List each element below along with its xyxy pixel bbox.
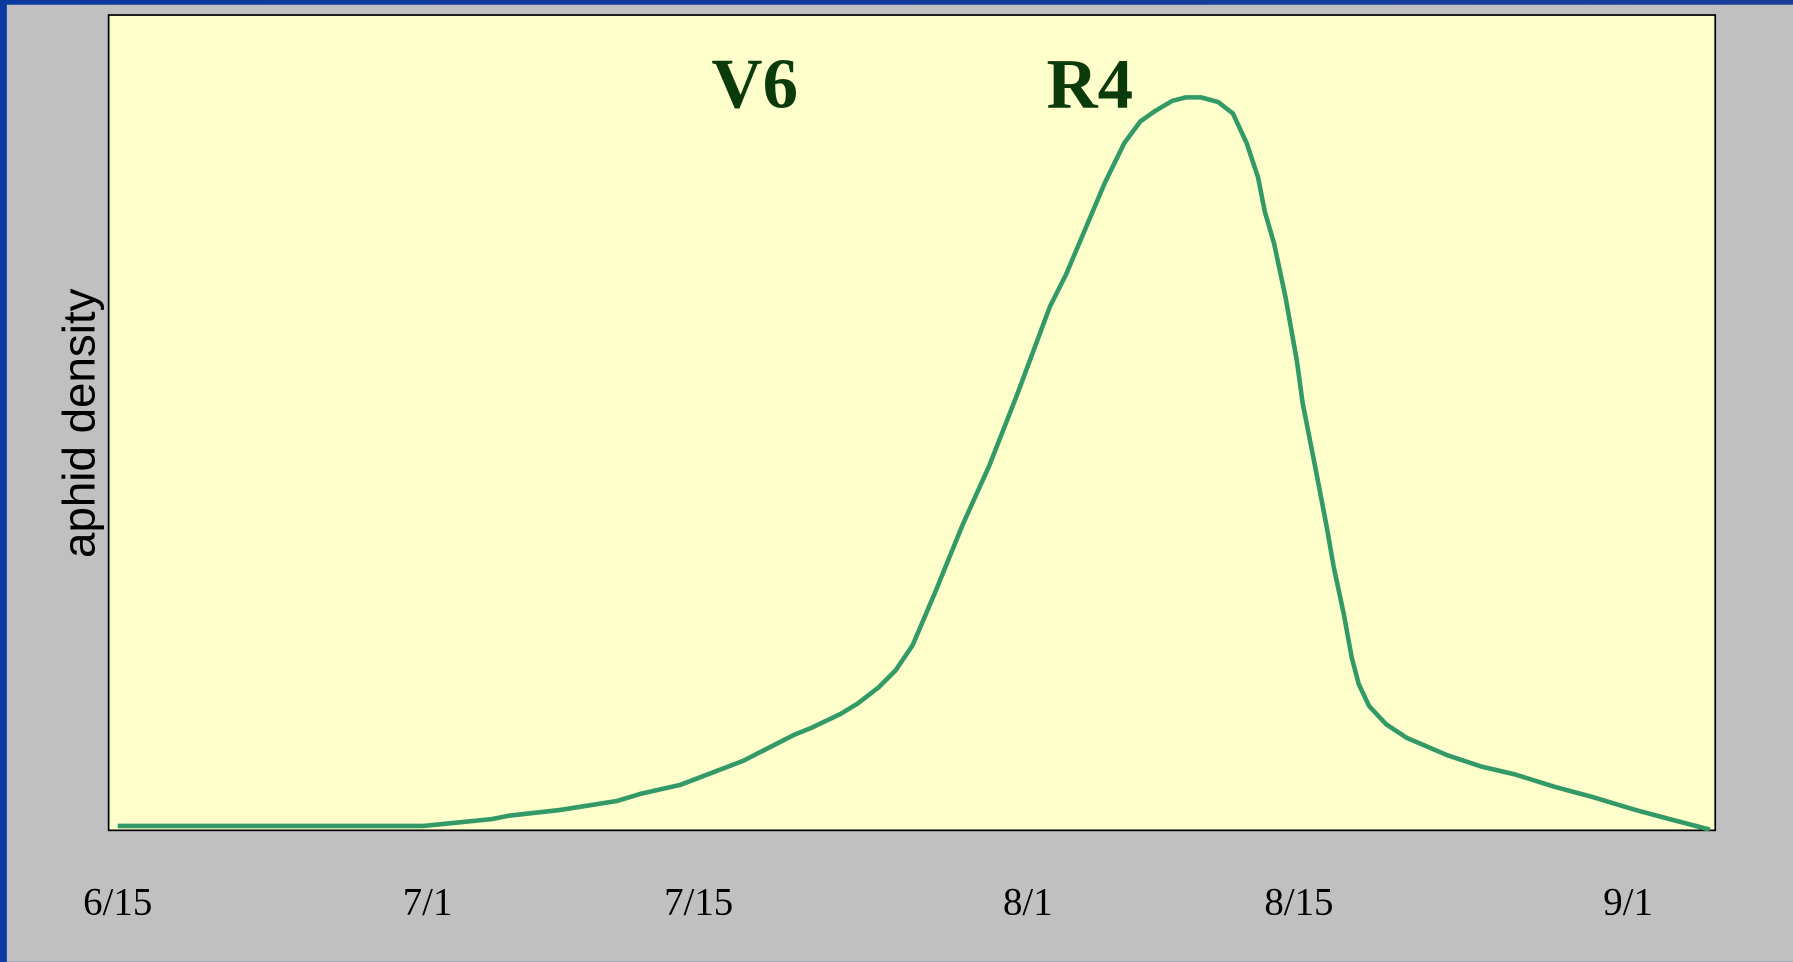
x-tick-label: 8/1 [1003,881,1053,924]
annotation: V6 [711,46,798,124]
marks: 6/15 7/1 7/15 8/1 8/15 9/1 [83,95,1711,924]
x-tick-label: 7/1 [403,881,453,924]
plot-area [107,14,1717,832]
x-tick-label: 8/15 [1264,881,1333,924]
annotation: R4 [1046,46,1133,124]
x-tick-label: 6/15 [83,881,152,924]
data-line [117,95,1711,832]
x-tick-label: 9/1 [1603,881,1653,924]
y-axis-label: aphid density [53,288,104,558]
x-tick-label: 7/15 [664,881,733,924]
